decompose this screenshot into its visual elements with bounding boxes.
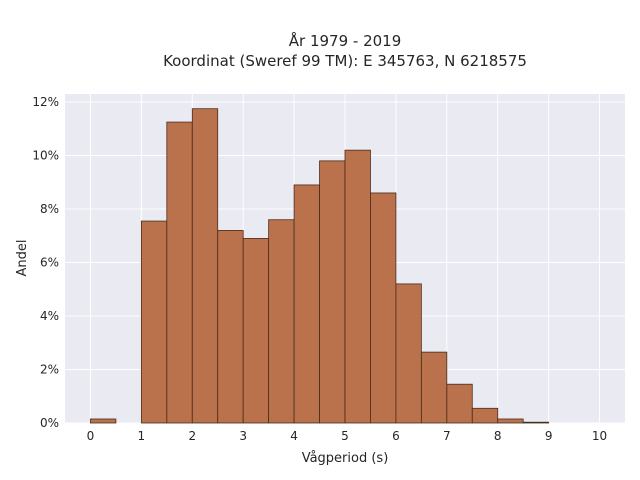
chart-title-line2: Koordinat (Sweref 99 TM): E 345763, N 62…: [163, 52, 527, 70]
y-tick-label: 0%: [40, 416, 59, 430]
histogram-bar: [370, 192, 397, 424]
bars: [90, 108, 550, 424]
y-tick-label: 4%: [40, 309, 59, 323]
x-tick-label: 0: [87, 429, 95, 443]
x-tick-label: 8: [494, 429, 502, 443]
y-tick-label: 12%: [32, 95, 59, 109]
x-tick-label: 1: [138, 429, 146, 443]
x-tick-label: 3: [239, 429, 247, 443]
x-tick-label: 7: [443, 429, 451, 443]
histogram-bar: [268, 219, 295, 424]
histogram-bar: [293, 184, 320, 424]
x-tick-labels: 0 1 2 3 4 5 6 7 8 9 10: [87, 429, 608, 443]
y-tick-labels: 0% 2% 4% 6% 8% 10% 12%: [32, 95, 59, 430]
histogram-bar: [140, 220, 168, 424]
histogram-bar: [191, 108, 219, 424]
y-tick-label: 6%: [40, 256, 59, 270]
histogram-bar: [242, 238, 270, 424]
x-tick-label: 5: [341, 429, 349, 443]
x-tick-label: 2: [188, 429, 196, 443]
y-tick-label: 2%: [40, 363, 59, 377]
y-axis-label: Andel: [15, 240, 30, 277]
histogram-bar: [319, 160, 346, 424]
histogram-bar: [90, 418, 117, 424]
histogram-bar: [446, 383, 473, 424]
chart-title-line1: År 1979 - 2019: [289, 31, 402, 50]
x-tick-label: 6: [392, 429, 400, 443]
x-axis-label: Vågperiod (s): [302, 451, 389, 466]
histogram-bar: [395, 283, 422, 424]
x-tick-label: 9: [545, 429, 553, 443]
histogram-bar: [420, 351, 448, 424]
histogram-bar: [344, 149, 371, 424]
histogram-bar: [522, 421, 550, 424]
histogram-bar: [217, 230, 244, 424]
x-tick-label: 10: [592, 429, 607, 443]
y-tick-label: 8%: [40, 202, 59, 216]
x-tick-label: 4: [290, 429, 298, 443]
histogram-bar: [471, 407, 499, 424]
y-tick-label: 10%: [32, 149, 59, 163]
histogram-bar: [497, 418, 524, 424]
histogram-bar: [166, 121, 193, 424]
